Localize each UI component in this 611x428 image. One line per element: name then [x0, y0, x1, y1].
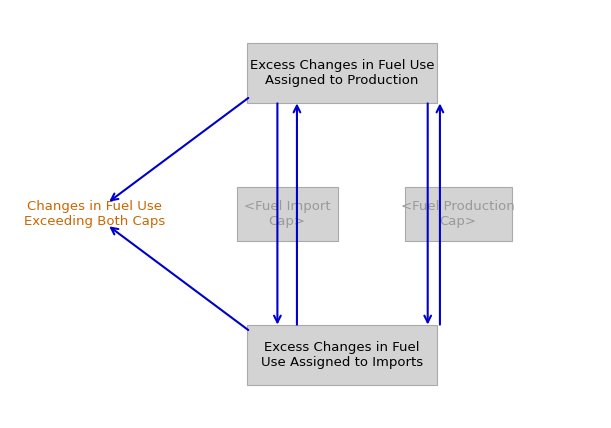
FancyBboxPatch shape [236, 187, 337, 241]
Text: <Fuel Production
Cap>: <Fuel Production Cap> [401, 200, 515, 228]
FancyBboxPatch shape [247, 325, 437, 385]
Text: Changes in Fuel Use
Exceeding Both Caps: Changes in Fuel Use Exceeding Both Caps [24, 200, 166, 228]
Text: <Fuel Import
Cap>: <Fuel Import Cap> [244, 200, 331, 228]
Text: Excess Changes in Fuel Use
Assigned to Production: Excess Changes in Fuel Use Assigned to P… [250, 59, 434, 87]
FancyBboxPatch shape [247, 43, 437, 103]
FancyBboxPatch shape [404, 187, 512, 241]
Text: Excess Changes in Fuel
Use Assigned to Imports: Excess Changes in Fuel Use Assigned to I… [261, 341, 423, 369]
